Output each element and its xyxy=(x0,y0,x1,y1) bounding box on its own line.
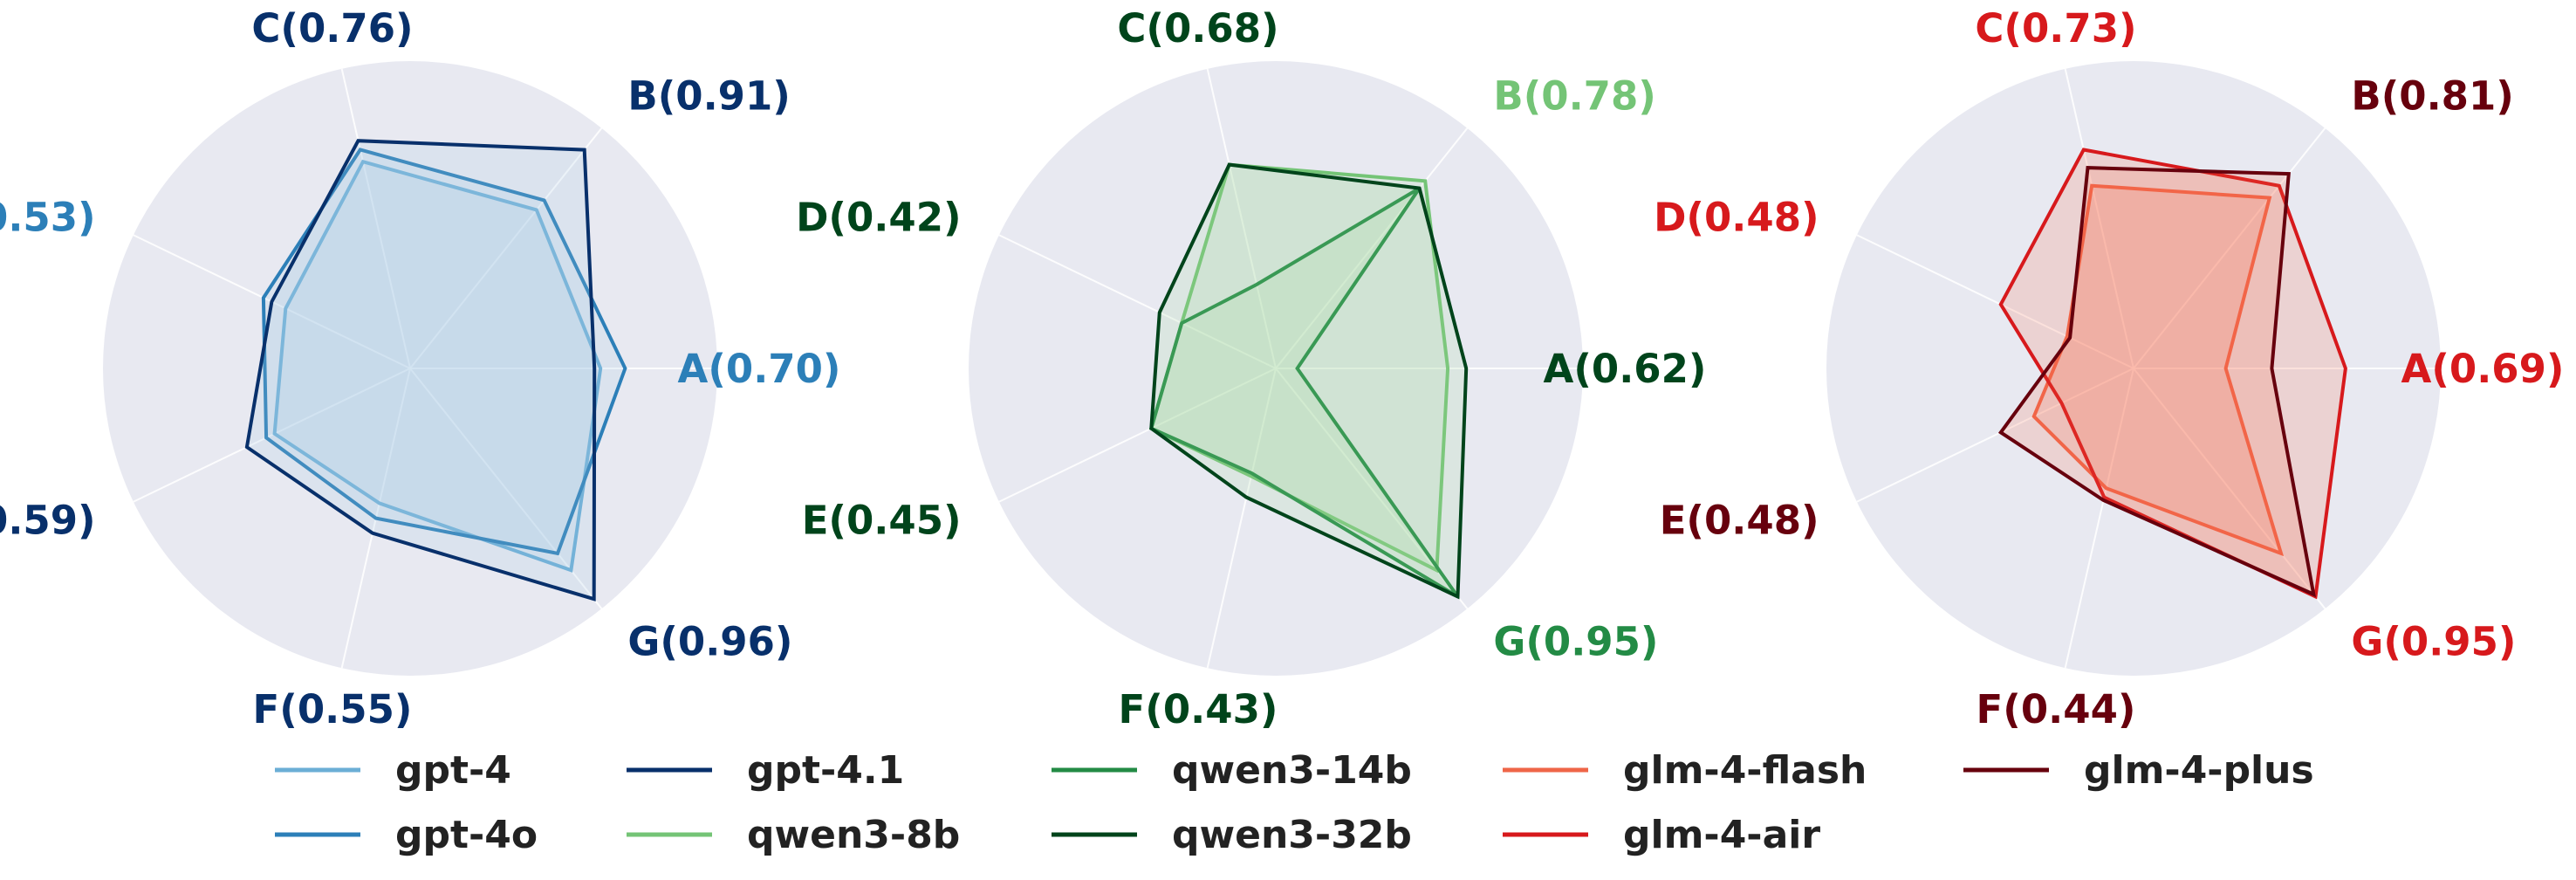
axis-label-c: C(0.76) xyxy=(251,5,413,52)
radar-spoke-c xyxy=(340,68,411,369)
legend: gpt-4 gpt-4o gpt-4.1 qwen3-8b qwen3-14b qwen3… xyxy=(275,748,2314,857)
axis-label-e: E(0.59) xyxy=(0,498,96,544)
legend-label: gpt-4 xyxy=(395,748,511,793)
radar-panels: A(0.70) B(0.91) C(0.76) D(0.53) E(0.59) F(0.5… xyxy=(0,5,2565,732)
radar-spoke-g xyxy=(2133,368,2326,609)
axis-label-e: E(0.48) xyxy=(1660,498,1819,544)
axis-label-d: D(0.53) xyxy=(0,194,96,240)
legend-item-qwen3-8b: qwen3-8b xyxy=(627,813,960,857)
axis-label-d: D(0.48) xyxy=(1654,194,1819,240)
legend-label: qwen3-8b xyxy=(747,813,960,857)
legend-item-qwen3-32b: qwen3-32b xyxy=(1052,813,1412,857)
radar-spoke-e xyxy=(1856,368,2134,503)
series-glm-4-flash xyxy=(2031,183,2285,557)
radar-spoke-c xyxy=(1206,68,1277,369)
series-qwen3-32b xyxy=(1149,162,1469,600)
legend-label: gpt-4.1 xyxy=(747,748,904,793)
axis-label-g: G(0.95) xyxy=(2351,619,2516,665)
axis-label-c: C(0.68) xyxy=(1117,5,1278,52)
radar-spoke-b xyxy=(2133,127,2326,369)
radar-spoke-f xyxy=(1206,368,1277,669)
legend-item-gpt-4o: gpt-4o xyxy=(275,813,538,857)
legend-label: gpt-4o xyxy=(395,813,538,857)
series-qwen3-14b xyxy=(1148,186,1460,599)
legend-item-glm-4-plus: glm-4-plus xyxy=(1963,748,2314,793)
axis-label-f: F(0.43) xyxy=(1119,686,1278,732)
qwen-radar-panel: A(0.62) B(0.78) C(0.68) D(0.42) E(0.45) F(0.4… xyxy=(796,5,1706,732)
legend-item-glm-4-air: glm-4-air xyxy=(1503,813,1820,857)
axis-label-d: D(0.42) xyxy=(796,194,962,240)
glm-radar-panel: A(0.69) B(0.81) C(0.73) D(0.48) E(0.48) F(0.4… xyxy=(1654,5,2564,732)
axis-label-g: G(0.96) xyxy=(627,619,792,665)
axis-label-b: B(0.78) xyxy=(1493,72,1655,119)
radar-spoke-e xyxy=(133,368,411,503)
radar-spoke-e xyxy=(998,368,1277,503)
axis-label-f: F(0.44) xyxy=(1977,686,2136,732)
axis-label-c: C(0.73) xyxy=(1975,5,2136,52)
legend-item-qwen3-14b: qwen3-14b xyxy=(1052,748,1412,793)
legend-item-gpt-4-1: gpt-4.1 xyxy=(627,748,904,793)
legend-label: qwen3-14b xyxy=(1172,748,1412,793)
legend-label: glm-4-plus xyxy=(2084,748,2314,793)
axis-label-a: A(0.70) xyxy=(678,346,841,392)
axis-label-a: A(0.62) xyxy=(1544,346,1707,392)
axis-label-e: E(0.45) xyxy=(802,498,962,544)
radar-spoke-d xyxy=(1856,234,2134,369)
radar-spoke-f xyxy=(2064,368,2134,669)
legend-label: glm-4-air xyxy=(1623,813,1820,857)
axis-label-b: B(0.81) xyxy=(2351,72,2513,119)
radar-spoke-b xyxy=(409,127,603,369)
radar-spoke-d xyxy=(998,234,1277,369)
legend-label: glm-4-flash xyxy=(1623,748,1867,793)
legend-item-gpt-4: gpt-4 xyxy=(275,748,511,793)
axis-label-a: A(0.69) xyxy=(2401,346,2565,392)
radar-spoke-b xyxy=(1275,127,1469,369)
axis-label-f: F(0.55) xyxy=(253,686,413,732)
series-gpt-4 xyxy=(272,159,603,573)
legend-label: qwen3-32b xyxy=(1172,813,1412,857)
gpt-radar-panel: A(0.70) B(0.91) C(0.76) D(0.53) E(0.59) F(0.5… xyxy=(0,5,841,732)
series-gpt-4o xyxy=(261,148,627,556)
axis-label-g: G(0.95) xyxy=(1493,619,1658,665)
axis-label-b: B(0.91) xyxy=(627,72,790,119)
radar-spoke-c xyxy=(2064,68,2134,369)
series-gpt-4-1 xyxy=(244,139,597,602)
legend-item-glm-4-flash: glm-4-flash xyxy=(1503,748,1867,793)
series-glm-4-plus xyxy=(1997,166,2316,598)
